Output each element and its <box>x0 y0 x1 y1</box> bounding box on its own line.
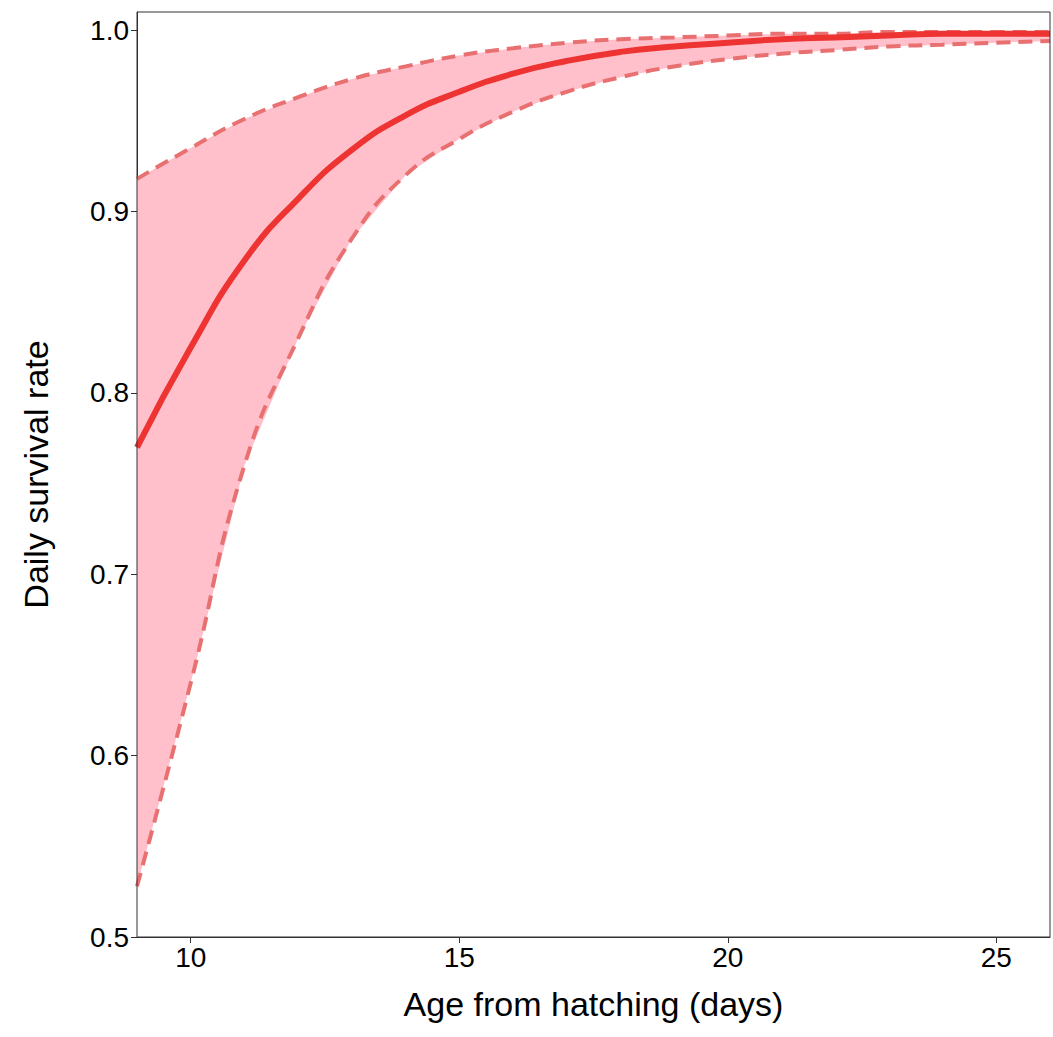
svg-text:Daily survival rate: Daily survival rate <box>17 340 55 608</box>
svg-text:0.5: 0.5 <box>90 922 129 953</box>
svg-text:15: 15 <box>444 942 475 973</box>
svg-text:0.8: 0.8 <box>90 377 129 408</box>
svg-text:0.6: 0.6 <box>90 740 129 771</box>
svg-text:20: 20 <box>712 942 743 973</box>
svg-text:10: 10 <box>175 942 206 973</box>
svg-text:25: 25 <box>981 942 1012 973</box>
svg-text:0.9: 0.9 <box>90 196 129 227</box>
svg-text:Age from hatching (days): Age from hatching (days) <box>404 985 784 1023</box>
svg-text:0.7: 0.7 <box>90 559 129 590</box>
svg-text:1.0: 1.0 <box>90 15 129 46</box>
